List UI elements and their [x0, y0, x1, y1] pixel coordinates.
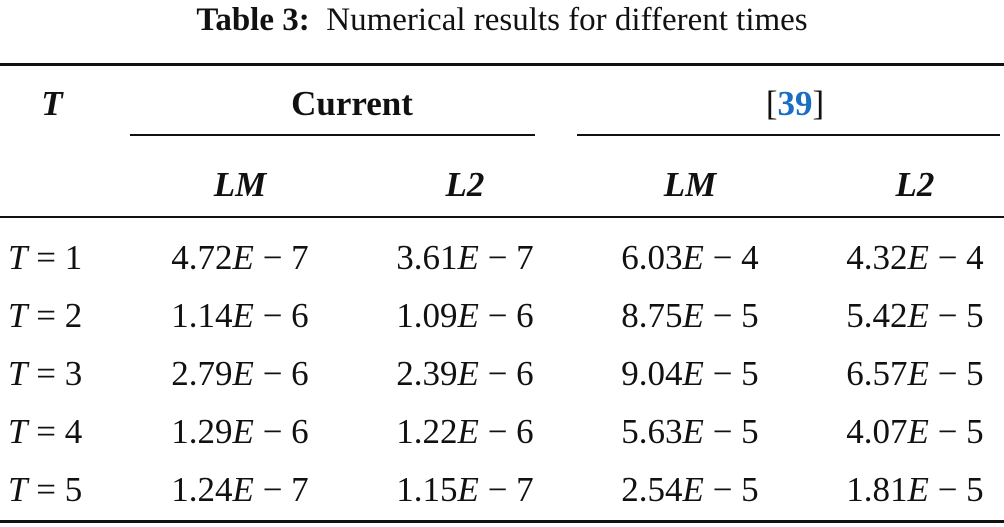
- cell: 1.09E − 6: [396, 296, 534, 335]
- group-header: Current: [291, 84, 413, 123]
- cell: 4.32E − 4: [846, 238, 984, 277]
- cell: 1.15E − 7: [396, 470, 534, 509]
- header-rule: [0, 216, 1004, 218]
- subheader: L2: [445, 165, 485, 204]
- cell: 9.04E − 5: [621, 354, 759, 393]
- caption-text: Numerical results for different times: [326, 2, 808, 38]
- group-rule: [577, 134, 1000, 136]
- cell: 3.61E − 7: [396, 238, 534, 277]
- bracket: [: [765, 84, 778, 123]
- cell: 4.72E − 7: [171, 238, 309, 277]
- row-label: T = 1: [8, 238, 83, 277]
- cell: 8.75E − 5: [621, 296, 759, 335]
- row-label: T = 2: [8, 296, 83, 335]
- cell: 1.22E − 6: [396, 412, 534, 451]
- subheader: L2: [895, 165, 935, 204]
- cell: 2.54E − 5: [621, 470, 759, 509]
- row-label: T = 4: [8, 412, 83, 451]
- cell: 5.42E − 5: [846, 296, 984, 335]
- cell: 5.63E − 5: [621, 412, 759, 451]
- caption: Table 3: Numerical results for different…: [196, 0, 807, 40]
- cell: 1.14E − 6: [171, 296, 309, 335]
- cell: 6.03E − 4: [621, 238, 759, 277]
- row-label: T = 3: [8, 354, 83, 393]
- corner-header: T: [41, 84, 63, 123]
- citation[interactable]: 39: [777, 84, 813, 123]
- top-rule: [0, 63, 1004, 66]
- bottom-rule: [0, 520, 1004, 523]
- cell: 1.81E − 5: [846, 470, 984, 509]
- cell: 1.29E − 6: [171, 412, 309, 451]
- cell: 2.79E − 6: [171, 354, 309, 393]
- subheader: LM: [213, 165, 267, 204]
- cell: 4.07E − 5: [846, 412, 984, 451]
- bracket: ]: [812, 84, 825, 123]
- cell: 2.39E − 6: [396, 354, 534, 393]
- caption-label: Table 3:: [196, 2, 310, 38]
- row-label: T = 5: [8, 470, 83, 509]
- group-rule: [130, 134, 535, 136]
- subheader: LM: [663, 165, 717, 204]
- cell: 6.57E − 5: [846, 354, 984, 393]
- group-header: [39]: [766, 84, 824, 124]
- cell: 1.24E − 7: [171, 470, 309, 509]
